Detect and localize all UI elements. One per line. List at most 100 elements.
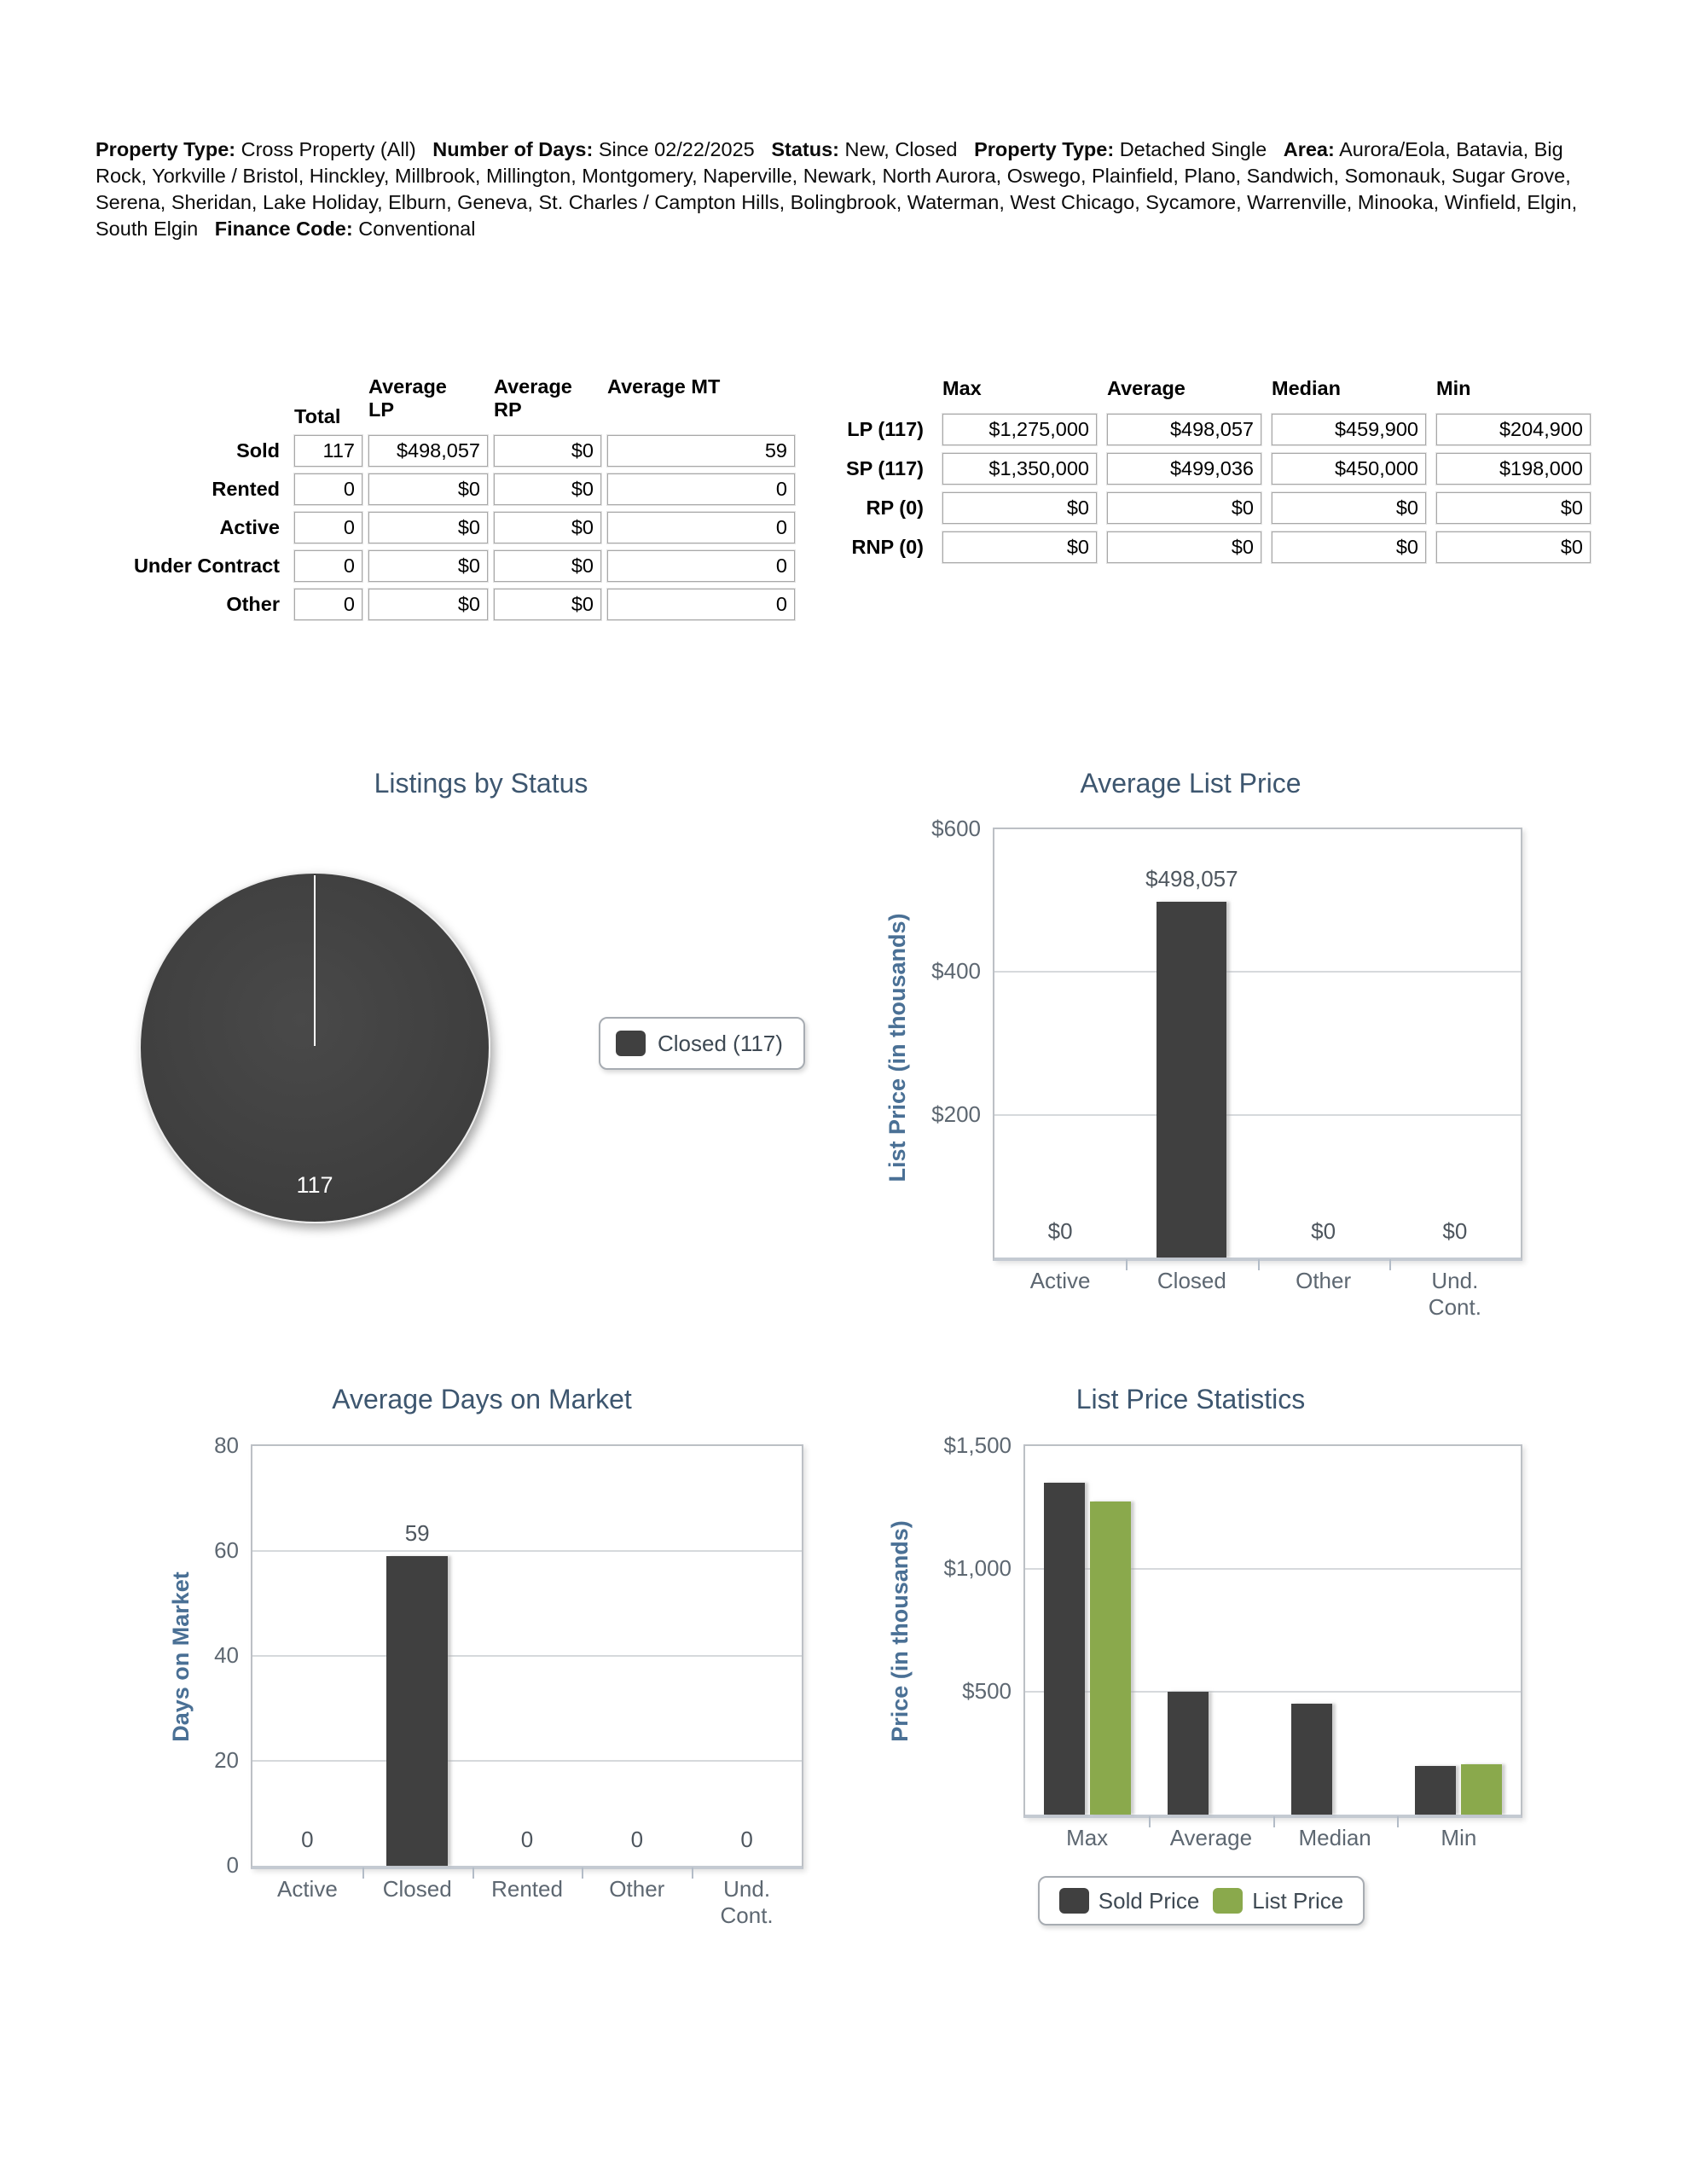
chart-title: Average List Price: [1080, 768, 1301, 799]
price-statistics-table: Max Average Median Min LP (117) $1,275,0…: [815, 377, 1591, 563]
y-axis-title: Price (in thousands): [887, 1520, 913, 1742]
cell-rnp-max: $0: [942, 531, 1097, 563]
cell-sold-average-rp: $0: [494, 435, 601, 467]
bar-value-label: 0: [740, 1827, 753, 1852]
bar-average: [1167, 1692, 1209, 1815]
x-axis-tick: [582, 1867, 584, 1879]
pie-closed-slice: 117: [139, 872, 490, 1223]
y-tick-label: $400: [931, 958, 981, 985]
row-label-other: Other: [226, 593, 280, 615]
x-category-label: Active: [276, 1876, 338, 1902]
column-header-label: Average LP: [368, 375, 447, 421]
x-axis-tick: [1149, 1816, 1151, 1827]
y-tick-label: 80: [214, 1432, 239, 1458]
cell-rented-average-rp: $0: [494, 473, 601, 505]
list-price-legend-label: List Price: [1252, 1887, 1344, 1914]
bar-value-label: 0: [520, 1827, 534, 1852]
x-category-label: Average: [1169, 1825, 1253, 1850]
cell-active-average-lp: $0: [368, 512, 488, 543]
sold-price-legend-swatch: [1058, 1888, 1089, 1914]
bar-value-label: 0: [630, 1827, 644, 1852]
cell-rp-min: $0: [1436, 492, 1591, 524]
cell-rp-average: $0: [1107, 492, 1261, 524]
chart-title: List Price Statistics: [1075, 1384, 1306, 1414]
gridline: [252, 1760, 802, 1762]
list-price-legend-item: List Price: [1213, 1888, 1343, 1914]
cell-sp-min: $198,000: [1436, 453, 1591, 485]
criteria-label: Area:: [1283, 137, 1335, 160]
closed-legend-label: Closed (117): [658, 1030, 783, 1056]
row-label-rp: RP (0): [866, 497, 924, 519]
closed-legend-swatch: [616, 1031, 646, 1056]
y-tick-label: 0: [226, 1852, 239, 1878]
gridline: [252, 1550, 802, 1552]
x-category-label: Median: [1298, 1825, 1371, 1850]
gridline: [1025, 1691, 1521, 1693]
bar-max: [1043, 1483, 1085, 1815]
cell-sold-total: 117: [294, 435, 362, 467]
sold-price-legend-label: Sold Price: [1098, 1887, 1200, 1914]
x-category-label: Max: [1066, 1825, 1109, 1850]
row-label-sold: Sold: [236, 439, 280, 462]
x-axis-tick: [1272, 1816, 1275, 1827]
x-axis-tick: [472, 1867, 474, 1879]
column-header-average-rp: Average RP: [494, 375, 601, 428]
row-label-under-contract: Under Contract: [133, 555, 280, 577]
bar-value-label: 59: [404, 1520, 430, 1547]
gridline: [252, 1655, 802, 1657]
column-header-average: Average: [1107, 377, 1186, 399]
column-header-average-lp: Average LP: [368, 375, 488, 428]
y-tick-label: 20: [214, 1747, 239, 1773]
status-summary-table: Total Average LP Average RP Average MT S…: [96, 375, 795, 620]
cell-other-average-mt: 0: [607, 589, 795, 620]
bar-value-label: $0: [1442, 1218, 1468, 1244]
y-tick-label: $200: [931, 1101, 981, 1127]
pie-legend: Closed (117): [599, 1017, 805, 1070]
cell-sp-max: $1,350,000: [942, 453, 1097, 485]
list-price-legend-swatch: [1213, 1888, 1244, 1914]
row-label-active: Active: [219, 516, 280, 538]
x-category-label: Min: [1441, 1825, 1477, 1850]
x-axis-tick: [1396, 1816, 1399, 1827]
x-category-label: Closed: [1157, 1268, 1226, 1293]
cell-sold-average-lp: $498,057: [368, 435, 488, 467]
pie-slice-value-label: 117: [296, 1172, 333, 1198]
y-tick-label: 40: [214, 1642, 239, 1668]
sold-price-legend-item: Sold Price: [1058, 1887, 1200, 1914]
criteria-label: Property Type:: [96, 137, 236, 160]
cell-other-total: 0: [294, 589, 362, 620]
cell-under-contract-total: 0: [294, 550, 362, 582]
y-tick-label: $600: [931, 816, 981, 841]
x-category-label: Active: [1029, 1268, 1091, 1293]
cell-rnp-average: $0: [1107, 531, 1261, 563]
bar-value-label: $0: [1311, 1218, 1336, 1244]
y-tick-label: $1,000: [943, 1555, 1012, 1581]
bar-max: [1089, 1501, 1131, 1815]
cell-active-average-mt: 0: [607, 512, 795, 543]
cell-lp-median: $459,900: [1272, 414, 1426, 445]
bar-value-label: $498,057: [1145, 866, 1238, 892]
column-header-label: Average MT: [607, 375, 721, 398]
criteria-label: Finance Code:: [214, 217, 353, 240]
cell-rnp-min: $0: [1436, 531, 1591, 563]
y-tick-label: 60: [214, 1537, 239, 1563]
cell-active-total: 0: [294, 512, 362, 543]
bar-value-label: $0: [1047, 1218, 1073, 1244]
bar-closed: [386, 1556, 449, 1866]
column-header-label: Average RP: [494, 375, 572, 421]
bar-min: [1415, 1765, 1457, 1815]
cell-rp-max: $0: [942, 492, 1097, 524]
cell-under-contract-average-lp: $0: [368, 550, 488, 582]
row-label-rnp: RNP (0): [851, 536, 924, 558]
column-header-average-mt: Average MT: [607, 375, 795, 428]
x-category-label: Closed: [382, 1876, 452, 1902]
cell-lp-min: $204,900: [1436, 414, 1591, 445]
row-label-sp: SP (117): [845, 457, 924, 479]
y-tick-label: $1,500: [943, 1432, 1012, 1458]
criteria-label: Number of Days:: [432, 137, 594, 160]
